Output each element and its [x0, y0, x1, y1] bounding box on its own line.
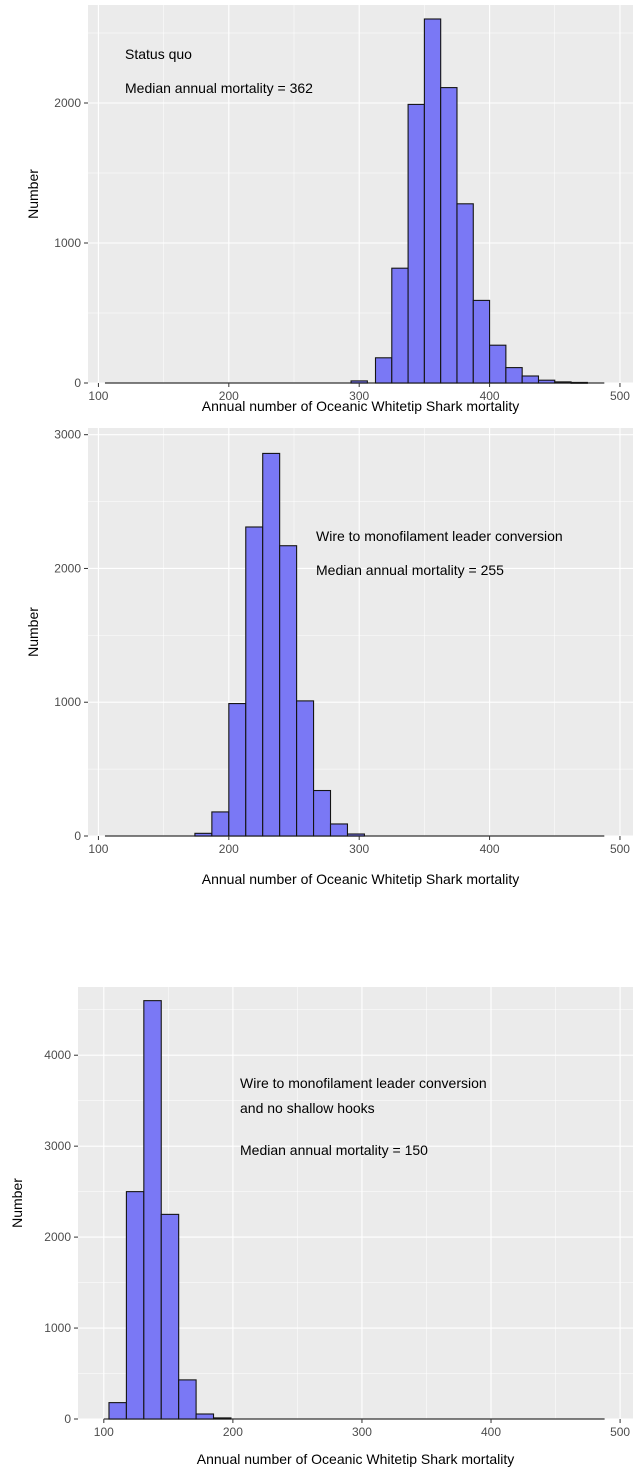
plot-panel: [88, 428, 633, 836]
histogram-tail-bar: [350, 380, 368, 384]
y-tick-label: 3000: [54, 428, 81, 442]
axis-ticks: 100 200 300 400 500 0 1000 2000 3000: [54, 428, 630, 856]
histogram-bar: [521, 375, 540, 384]
histogram-tail-bar: [212, 1417, 232, 1420]
y-tick-label: 1000: [54, 236, 81, 250]
y-tick-label: 1000: [44, 1321, 71, 1335]
y-tick-label: 2000: [54, 96, 81, 110]
annotations: Status quo Median annual mortality = 362: [125, 46, 313, 96]
histogram-bar: [374, 357, 393, 384]
y-tick-label: 1000: [54, 695, 81, 709]
x-tick-label: 100: [88, 389, 108, 403]
histogram-bar: [211, 811, 230, 837]
histogram-bar: [505, 367, 523, 384]
annotation-text: Median annual mortality = 150: [240, 1142, 428, 1158]
y-tick-label: 2000: [44, 1230, 71, 1244]
x-tick-label: 400: [481, 1425, 501, 1439]
histogram-bar: [296, 700, 315, 837]
y-axis-label: Number: [25, 169, 41, 219]
histogram-bar: [313, 789, 332, 837]
y-tick-label: 0: [64, 1412, 71, 1426]
axis-ticks: 100 200 300 400 500 0 1000 2000 3000 4000: [44, 1048, 630, 1439]
histogram-bar: [440, 87, 458, 384]
histogram-bar: [178, 1379, 197, 1420]
histogram-bar: [108, 1402, 127, 1420]
histogram-tail-bar: [346, 833, 365, 837]
y-tick-label: 0: [74, 829, 81, 843]
annotation-text: Status quo: [125, 46, 192, 62]
histogram-bar: [423, 18, 442, 384]
y-tick-label: 4000: [44, 1048, 71, 1062]
x-tick-label: 400: [480, 389, 500, 403]
plot-panel: [88, 5, 633, 383]
x-tick-label: 300: [349, 389, 369, 403]
x-tick-label: 300: [349, 842, 369, 856]
histogram-bars: [104, 18, 605, 384]
x-axis-label: Annual number of Oceanic Whitetip Shark …: [202, 398, 519, 414]
histogram-monofilament-conversion: 100 200 300 400 500 0 1000 2000 3000 Wire to mon…: [25, 428, 633, 887]
y-tick-label: 0: [74, 376, 81, 390]
histogram-bar: [279, 545, 298, 837]
annotation-text: Wire to monofilament leader conversion: [316, 528, 563, 544]
histogram-bars: [103, 1000, 605, 1420]
x-tick-label: 200: [219, 842, 239, 856]
histogram-tail-bar: [537, 379, 556, 384]
y-tick-label: 3000: [44, 1139, 71, 1153]
histogram-bar: [143, 1000, 162, 1420]
y-tick-label: 2000: [54, 561, 81, 575]
x-tick-label: 300: [352, 1425, 372, 1439]
annotations: Wire to monofilament leader conversion Me…: [316, 528, 563, 578]
histogram-bar: [407, 103, 425, 384]
y-axis-label: Number: [25, 607, 41, 657]
x-tick-label: 200: [223, 1425, 243, 1439]
x-axis-label: Annual number of Oceanic Whitetip Shark …: [202, 871, 519, 887]
x-tick-label: 500: [610, 1425, 630, 1439]
histogram-bar: [262, 452, 281, 837]
histogram-bar: [195, 1413, 215, 1420]
annotation-text: Median annual mortality = 362: [125, 80, 313, 96]
histogram-bar: [456, 203, 474, 384]
x-tick-label: 500: [610, 842, 630, 856]
histogram-bar: [489, 344, 507, 384]
histogram-bar: [228, 703, 247, 837]
histogram-tail-bar: [194, 832, 213, 837]
x-tick-label: 100: [94, 1425, 114, 1439]
x-axis-label: Annual number of Oceanic Whitetip Shark …: [197, 1451, 514, 1467]
x-tick-label: 400: [480, 842, 500, 856]
x-tick-label: 100: [88, 842, 108, 856]
histogram-tail-bar: [570, 381, 588, 384]
histogram-status-quo: 100 200 300 400 500 0 1000 2000 Status quo Media…: [25, 5, 633, 414]
histogram-tail-bar: [554, 381, 572, 384]
x-tick-label: 500: [610, 389, 630, 403]
axis-ticks: 100 200 300 400 500 0 1000 2000: [54, 96, 630, 403]
annotation-text: Median annual mortality = 255: [316, 562, 504, 578]
annotation-text: Wire to monofilament leader conversion: [240, 1075, 487, 1091]
histogram-monofilament-no-shallow-hooks: 100 200 300 400 500 0 1000 2000 3000 4000 Wire to…: [9, 987, 633, 1467]
y-axis-label: Number: [9, 1178, 25, 1228]
histogram-bar: [125, 1191, 145, 1420]
histogram-bar: [472, 299, 491, 384]
x-tick-label: 200: [219, 389, 239, 403]
annotation-text: and no shallow hooks: [240, 1100, 375, 1116]
histogram-bar: [160, 1213, 180, 1420]
histogram-bars: [104, 452, 605, 837]
histogram-bar: [245, 526, 264, 837]
histogram-bar: [329, 823, 349, 837]
annotations: Wire to monofilament leader conversion an…: [240, 1075, 487, 1158]
histogram-bar: [391, 267, 409, 384]
